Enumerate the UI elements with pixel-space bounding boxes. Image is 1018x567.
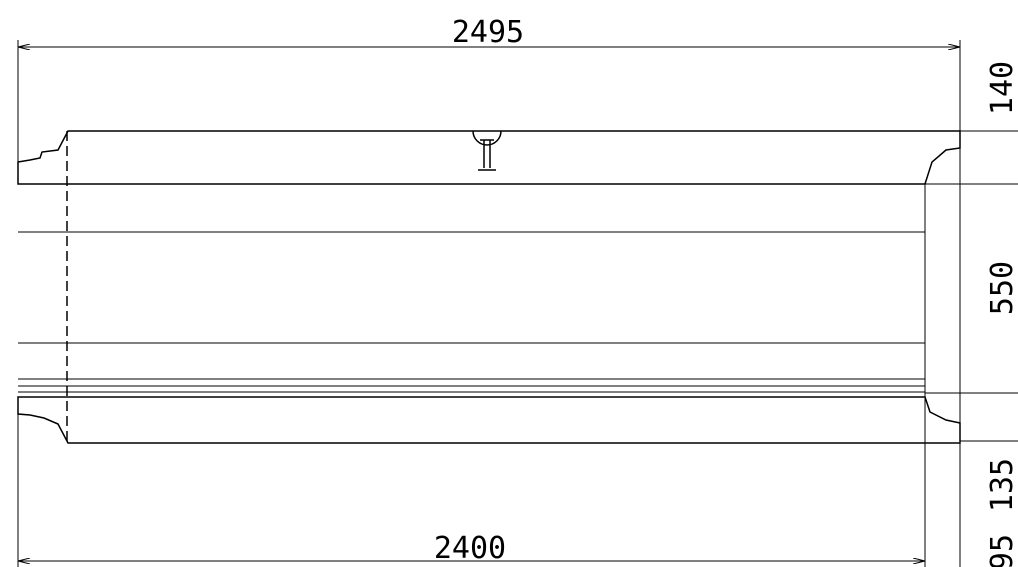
lifting-anchor — [472, 130, 502, 171]
dimension-label: 550 — [985, 261, 1018, 315]
top-wall — [17, 130, 961, 185]
dimension-lines — [17, 40, 1018, 567]
dimension-label: 2495 — [452, 15, 524, 50]
dimension-label: 135 — [985, 458, 1018, 512]
inner-lines — [18, 184, 926, 567]
dimension-label: 95 — [985, 534, 1018, 567]
dimension-label: 140 — [985, 61, 1018, 115]
bottom-wall — [17, 396, 961, 444]
dimension-label: 2400 — [434, 531, 506, 566]
